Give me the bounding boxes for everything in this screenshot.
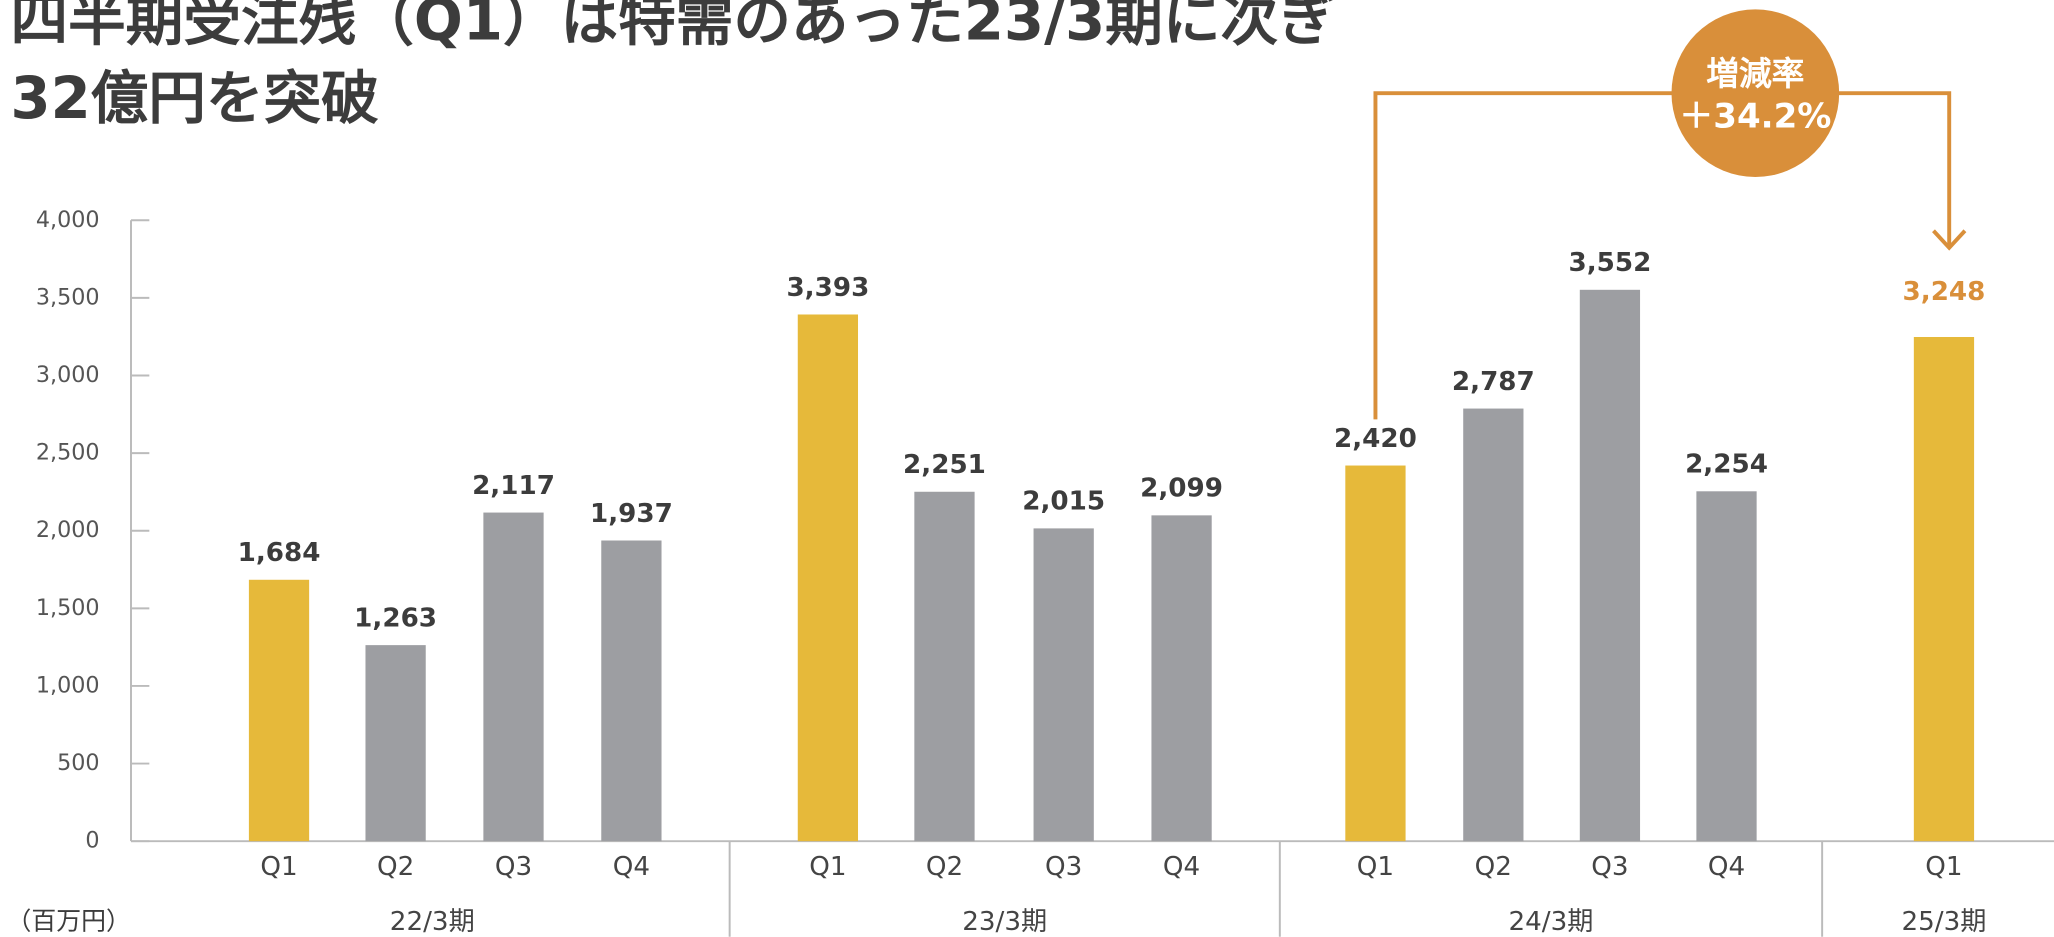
group-label: 22/3期 xyxy=(390,907,475,937)
bar xyxy=(1463,408,1524,842)
group-label: 23/3期 xyxy=(962,907,1047,937)
y-tick-label: 2,500 xyxy=(36,440,100,466)
badge-label: 増減率 xyxy=(1706,55,1804,93)
value-label: 2,015 xyxy=(1022,487,1105,517)
value-label: 3,393 xyxy=(786,273,869,303)
value-label: 2,099 xyxy=(1140,474,1223,504)
bar xyxy=(1151,515,1212,842)
x-tick-label: Q3 xyxy=(1591,852,1628,882)
value-label: 3,248 xyxy=(1903,277,1986,307)
value-label: 2,787 xyxy=(1452,367,1535,397)
badge xyxy=(1671,9,1840,178)
x-tick-label: Q1 xyxy=(260,852,297,882)
bar xyxy=(601,540,662,842)
bar xyxy=(1345,465,1406,842)
value-label: 3,552 xyxy=(1569,248,1652,278)
y-tick-label: 3,500 xyxy=(36,284,100,310)
badge-value: ＋34.2% xyxy=(1679,97,1831,137)
group-label: 24/3期 xyxy=(1508,907,1593,937)
x-tick-label: Q3 xyxy=(495,852,532,882)
y-tick-label: 4,000 xyxy=(36,207,100,233)
x-tick-label: Q3 xyxy=(1045,852,1082,882)
x-tick-label: Q4 xyxy=(613,852,650,882)
value-label: 1,263 xyxy=(354,603,437,633)
bar xyxy=(914,491,975,842)
bar xyxy=(1696,491,1757,842)
arrow-head xyxy=(1932,229,1967,251)
value-label: 2,420 xyxy=(1334,424,1417,454)
bar xyxy=(1913,336,1975,842)
y-tick-label: 1,500 xyxy=(36,595,100,621)
value-label: 1,937 xyxy=(590,499,673,529)
bar xyxy=(483,512,544,842)
value-label: 2,251 xyxy=(903,450,986,480)
y-tick-label: 1,000 xyxy=(36,672,100,698)
bar xyxy=(248,579,310,842)
y-tick-label: 2,000 xyxy=(36,517,100,543)
group-label: 25/3期 xyxy=(1901,907,1986,937)
bar xyxy=(1033,528,1094,842)
x-tick-label: Q2 xyxy=(1475,852,1512,882)
value-label: 1,684 xyxy=(238,538,321,568)
annotation: 増減率 ＋34.2% xyxy=(1373,9,1967,420)
chart-title: 32億円を突破 xyxy=(10,65,379,132)
x-tick-label: Q2 xyxy=(377,852,414,882)
bar xyxy=(797,314,859,842)
bar xyxy=(365,645,426,842)
chart-title: 四半期受注残（Q1）は特需のあった23/3期に次ぎ xyxy=(10,0,1335,53)
x-tick-label: Q1 xyxy=(809,852,846,882)
x-tick-label: Q1 xyxy=(1925,852,1962,882)
value-label: 2,254 xyxy=(1685,450,1768,480)
unit-label: （百万円） xyxy=(7,906,131,935)
y-tick-label: 0 xyxy=(85,828,99,854)
x-tick-label: Q2 xyxy=(926,852,963,882)
bracket xyxy=(1373,91,1952,420)
value-label: 2,117 xyxy=(472,471,555,501)
x-tick-label: Q1 xyxy=(1357,852,1394,882)
bar xyxy=(1579,289,1641,842)
y-tick-label: 3,000 xyxy=(36,362,100,388)
x-tick-label: Q4 xyxy=(1708,852,1745,882)
x-tick-label: Q4 xyxy=(1163,852,1200,882)
y-tick-label: 500 xyxy=(57,750,99,776)
